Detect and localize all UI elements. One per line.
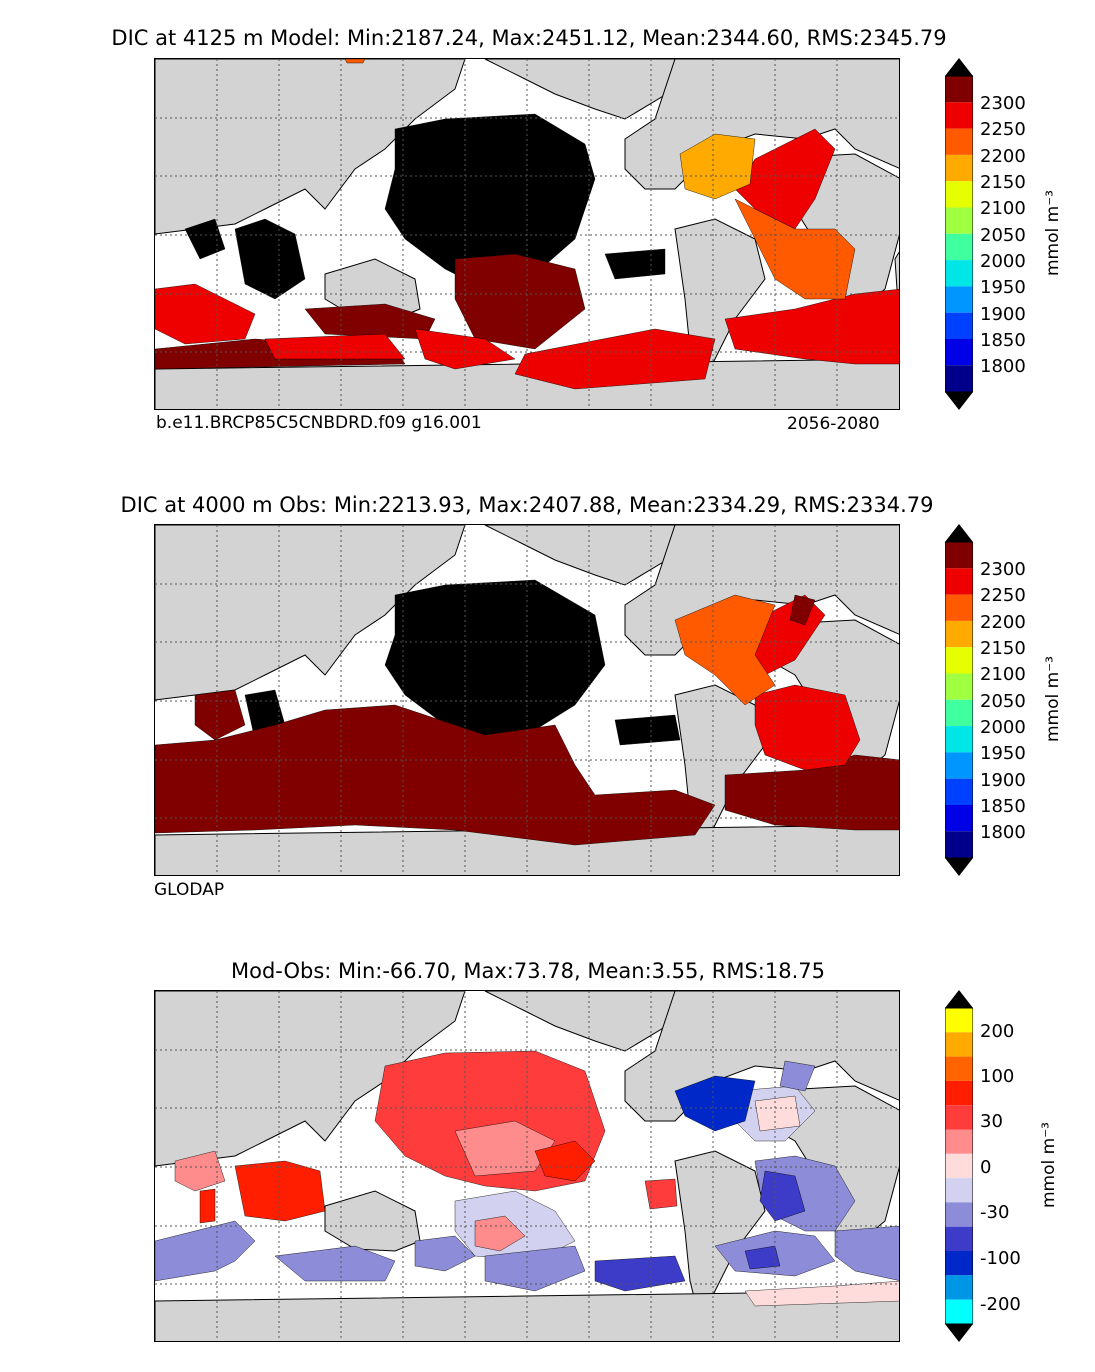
panel2-cb-tick: 2050 <box>980 691 1026 712</box>
panel1-cb-unit: mmol m⁻³ <box>1043 190 1063 276</box>
panel1-cb-tick: 1950 <box>980 277 1026 298</box>
panel2-cb-tick: 2200 <box>980 612 1026 633</box>
panel3-cb-tick: -100 <box>980 1248 1021 1269</box>
panel3-diff-field <box>155 1050 899 1307</box>
panel1-cb-tick: 2000 <box>980 251 1026 272</box>
panel2-cb-tick: 1800 <box>980 822 1026 843</box>
panel2-cb-tick: 1950 <box>980 743 1026 764</box>
panel3-map <box>154 990 900 1342</box>
panel1-case-label: b.e11.BRCP85C5CNBDRD.f09 g16.001 <box>156 413 482 433</box>
panel3-cb-tick: 100 <box>980 1066 1015 1087</box>
panel1-cb-tick: 1900 <box>980 304 1026 325</box>
panel2-cb-tick: 2250 <box>980 585 1026 606</box>
panel1-years-label: 2056-2080 <box>787 414 880 434</box>
panel1-cb-tick: 1850 <box>980 330 1026 351</box>
panel1-cb-tick: 1800 <box>980 356 1026 377</box>
panel3-cb-tick: 0 <box>980 1157 992 1178</box>
panel2-cb-unit: mmol m⁻³ <box>1043 656 1063 742</box>
panel1-cb-tick: 2100 <box>980 198 1026 219</box>
panel2-graticule <box>155 525 899 875</box>
panel3-cb-tick: 30 <box>980 1111 1003 1132</box>
panel1-map <box>154 58 900 410</box>
panel3-cb-tick: 200 <box>980 1021 1015 1042</box>
panel1-cb-tick: 2250 <box>980 119 1026 140</box>
panel1-colorbar <box>944 58 974 410</box>
panel2-cb-tick: 2300 <box>980 559 1026 580</box>
panel3-cb-unit: mmol m⁻³ <box>1039 1122 1059 1208</box>
panel2-map <box>154 524 900 876</box>
panel1-graticule <box>155 59 899 409</box>
panel3-title: Mod-Obs: Min:-66.70, Max:73.78, Mean:3.5… <box>231 959 825 983</box>
panel2-source-label: GLODAP <box>154 880 225 900</box>
panel2-cb-tick: 2100 <box>980 664 1026 685</box>
panel1-dic-field <box>155 59 899 390</box>
panel2-cb-tick: 2000 <box>980 717 1026 738</box>
panel1-cb-tick: 2200 <box>980 146 1026 167</box>
panel1-cb-tick: 2150 <box>980 172 1026 193</box>
panel2-dic-field <box>155 579 899 846</box>
panel1-cb-tick: 2050 <box>980 225 1026 246</box>
panel2-cb-tick: 2150 <box>980 638 1026 659</box>
panel3-colorbar <box>944 990 974 1342</box>
panel2-title: DIC at 4000 m Obs: Min:2213.93, Max:2407… <box>120 493 934 517</box>
panel2-colorbar <box>944 524 974 876</box>
panel1-cb-tick: 2300 <box>980 93 1026 114</box>
panel3-cb-tick: -30 <box>980 1202 1010 1223</box>
panel2-cb-tick: 1850 <box>980 796 1026 817</box>
panel2-cb-tick: 1900 <box>980 770 1026 791</box>
land-masses <box>155 525 899 875</box>
panel3-graticule <box>155 991 899 1341</box>
panel3-cb-tick: -200 <box>980 1294 1021 1315</box>
panel1-title: DIC at 4125 m Model: Min:2187.24, Max:24… <box>111 26 947 50</box>
